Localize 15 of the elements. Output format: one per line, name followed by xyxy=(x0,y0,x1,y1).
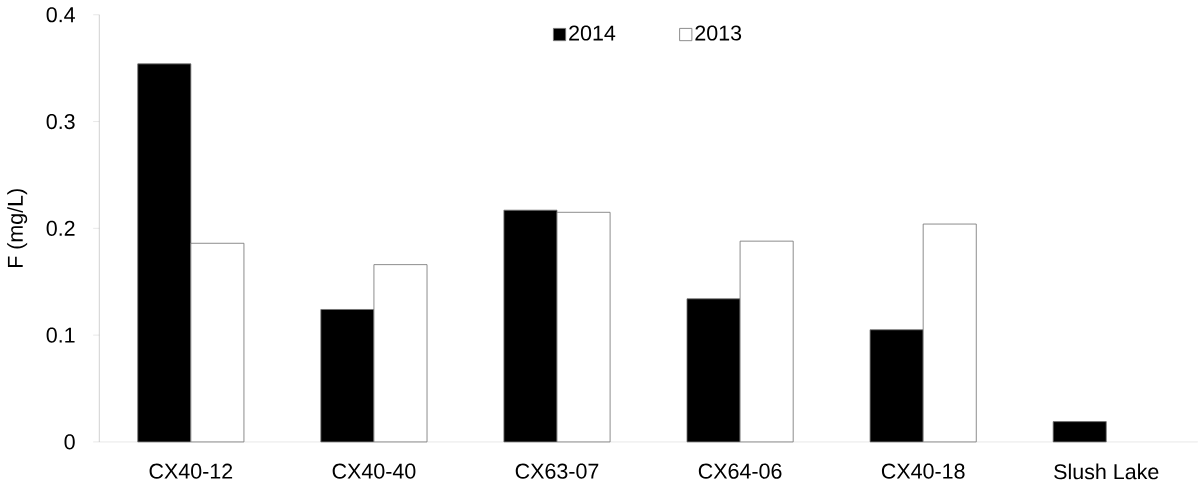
y-tick-label: 0.3 xyxy=(46,113,75,129)
x-tick-label: Slush Lake xyxy=(1054,463,1159,480)
y-tick-label: 0.2 xyxy=(46,220,75,236)
y-tick-label: 0.4 xyxy=(46,6,75,23)
y-axis-title: F (mg/L) xyxy=(7,188,28,267)
x-tick-label: CX64-06 xyxy=(698,463,782,479)
x-tick-label: CX40-12 xyxy=(149,463,233,479)
x-tick-label: CX40-18 xyxy=(881,463,965,479)
x-tick-label: CX63-07 xyxy=(515,463,599,479)
x-tick-label: CX40-40 xyxy=(332,463,416,479)
legend-label: 2013 xyxy=(695,25,742,41)
legend-label: 2014 xyxy=(569,25,616,41)
y-tick-label: 0 xyxy=(64,434,75,450)
y-tick-label: 0.1 xyxy=(46,327,75,343)
bar xyxy=(1052,420,1107,443)
